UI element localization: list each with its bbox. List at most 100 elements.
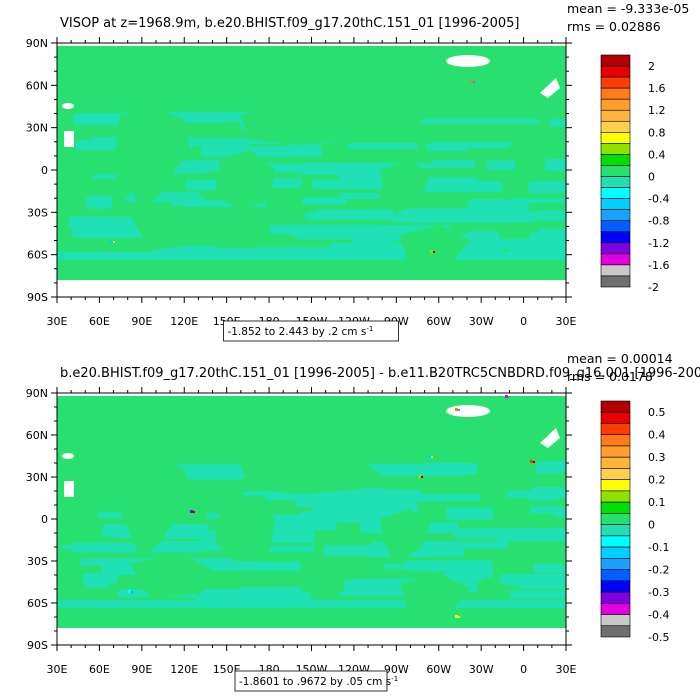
x-tick-label: 60E [89,315,110,328]
negative-band-patch [338,193,381,199]
range-box [234,670,388,692]
colorbar-swatch [600,275,631,288]
colorbar-label: -1.2 [648,237,669,250]
stat-mean: mean = 0.00014 [567,351,673,366]
land-area [130,553,220,599]
anomaly-cell [473,81,475,83]
colorbar-swatch [600,98,631,111]
negative-band-patch [57,600,566,609]
negative-band-patch [421,118,540,124]
colorbar-swatch [600,524,631,537]
negative-band-patch [518,578,566,589]
land-area [215,150,275,210]
colorbar-swatch [600,120,631,133]
range-unit-exponent: -1 [391,675,398,683]
colorbar-label: -0.1 [648,541,669,554]
anomaly-cell [431,456,433,458]
colorbar-swatch [600,198,631,210]
land-area [240,100,380,145]
data-field [57,393,566,645]
negative-band-patch [238,586,302,595]
negative-band-patch [315,506,418,515]
colorbar-label: -0.5 [648,631,669,644]
colorbar-swatch [600,176,631,188]
range-text: -1.8601 to .9672 by .05 cm s [239,676,391,688]
colorbar-swatch [600,546,631,559]
colorbar-swatch [600,264,631,277]
colorbar-swatch [600,445,631,458]
colorbar-label: 0.3 [648,451,666,464]
anomaly-cell [110,240,113,243]
negative-band-patch [302,197,347,205]
colorbar-swatch [600,76,631,89]
negative-band-patch [545,158,566,172]
colorbar-swatch [600,220,631,233]
y-tick-label: 60S [27,249,48,262]
anomaly-cell [455,408,458,411]
colorbar-swatch [600,109,631,122]
colorbar-label: 0 [648,519,655,532]
y-tick-label: 30S [27,555,48,568]
land-area [400,573,470,619]
colorbar-swatch [600,501,631,514]
negative-band-patch [535,210,566,217]
data-field [57,43,566,297]
y-tick-label: 90S [27,291,48,304]
land-area [115,105,190,210]
anomaly-cell [530,460,533,463]
negative-band-patch [515,528,566,533]
land-mask [540,78,560,98]
colorbar-swatch [600,434,631,447]
anomaly-cell [430,250,433,253]
colorbar-label: -0.3 [648,586,669,599]
negative-band-patch [71,226,159,238]
x-tick-label: 150E [213,663,241,676]
colorbar-swatch [600,242,631,255]
x-tick-label: 30W [469,663,494,676]
x-tick-label: 120E [170,315,198,328]
negative-band-patch [85,575,111,588]
colorbar-swatch [600,614,631,627]
land-mask [62,453,74,459]
colorbar-label: 0.5 [648,406,666,419]
negative-band-patch [404,560,492,572]
colorbar-swatch [600,513,631,525]
range-text: -1.852 to 2.443 by .2 cm s [228,326,367,338]
anomaly-cell [433,251,435,253]
x-tick-label: 30E [556,315,577,328]
colorbar-swatch [600,558,631,570]
colorbar: 0.5 0.4 0.3 0.2 0.1 0 -0.1 -0.2 -0.3 -0.4 -0.5 [600,400,669,644]
negative-band-patch [79,558,129,566]
colorbar-swatch [600,132,631,144]
y-tick-label: 30N [26,471,48,484]
x-tick-label: 60E [89,663,110,676]
colorbar-swatch [600,231,631,244]
x-tick-label: 0 [520,315,527,328]
colorbar-swatch [600,209,631,222]
colorbar-swatch [600,423,631,436]
y-tick-label: 60N [26,429,48,442]
x-tick-label: 90E [131,315,152,328]
negative-band-patch [211,111,251,122]
x-tick-label: 60W [426,315,451,328]
x-tick-label: 90W [384,663,409,676]
land-area [400,225,470,270]
colorbar: 2 1.6 1.2 0.8 0.4 0 -0.4 -0.8 -1.2 -1.6 -2 [600,54,669,294]
colorbar-swatch [600,479,631,492]
colorbar-swatch [600,535,631,548]
colorbar-swatch [600,253,631,266]
negative-band-patch [86,195,113,209]
anomaly-cell [421,476,423,478]
colorbar-label: 0.2 [648,474,666,487]
colorbar-swatch [600,400,631,413]
negative-band-patch [409,210,534,223]
anomaly-cell [508,396,510,398]
stat-mean: mean = -9.333e-05 [567,1,689,16]
colorbar-swatch [600,143,631,155]
colorbar-swatch [600,580,631,593]
negative-band-patch [429,142,512,149]
colorbar-swatch [600,65,631,78]
anomaly-cell [190,510,193,513]
negative-band-patch [528,181,566,194]
x-tick-label: 0 [520,663,527,676]
